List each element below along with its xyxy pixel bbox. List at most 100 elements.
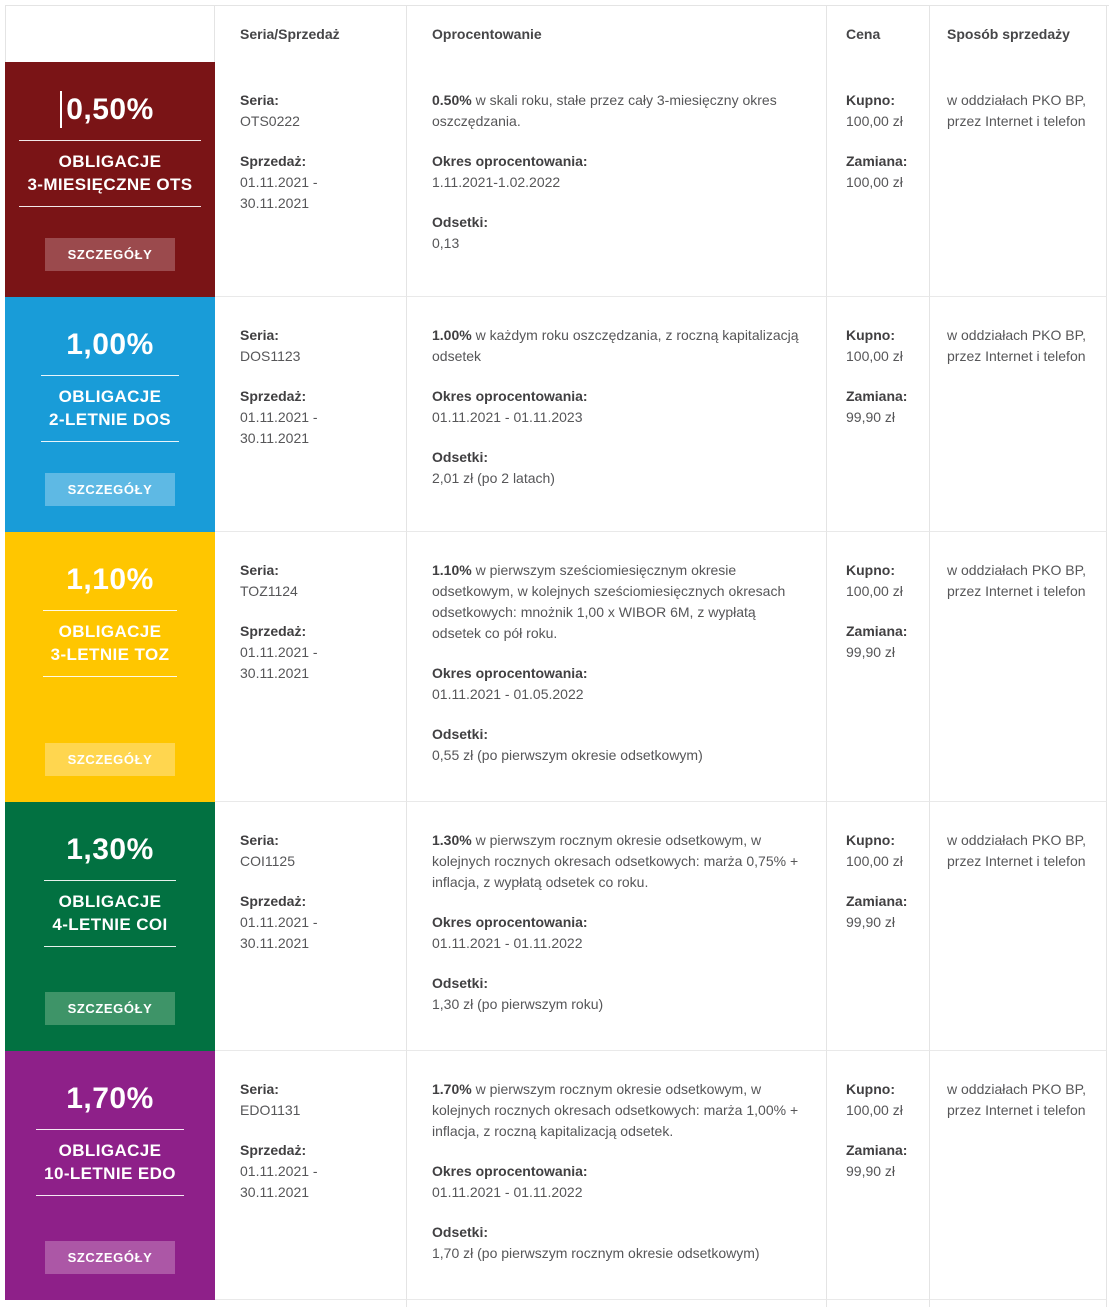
seria-value: EDO1131 [240, 1102, 301, 1118]
bond-title-line2: 3-MIESIĘCZNE OTS [27, 175, 193, 194]
bond-rate-label: 1,10% [66, 563, 154, 597]
partial-cell [215, 1300, 407, 1307]
sprzedaz-value: 01.11.2021 - 30.11.2021 [240, 409, 318, 446]
kupno-label: Kupno: [846, 562, 895, 578]
oprocentowanie-cell: 0.50% w skali roku, stałe przez cały 3-m… [407, 62, 827, 297]
details-button[interactable]: SZCZEGÓŁY [45, 238, 175, 271]
bond-row: 0,50% OBLIGACJE 3-MIESIĘCZNE OTS SZCZEGÓ… [5, 62, 1109, 297]
bond-title-line2: 2-LETNIE DOS [49, 410, 171, 429]
bond-title: OBLIGACJE 3-MIESIĘCZNE OTS [19, 140, 201, 207]
okres-oprocentowania-value: 01.11.2021 - 01.11.2023 [432, 409, 583, 425]
interest-description: w pierwszym sześciomiesięcznym okresie o… [432, 562, 786, 641]
cena-cell: Kupno: 100,00 zł Zamiana: 99,90 zł [827, 297, 930, 532]
zamiana-label: Zamiana: [846, 388, 908, 404]
details-button[interactable]: SZCZEGÓŁY [45, 743, 175, 776]
odsetki-label: Odsetki: [432, 449, 489, 465]
table-body: 0,50% OBLIGACJE 3-MIESIĘCZNE OTS SZCZEGÓ… [5, 62, 1109, 1300]
sprzedaz-value: 01.11.2021 - 30.11.2021 [240, 914, 318, 951]
bond-rate-label: 1,30% [66, 833, 154, 867]
column-header-sposob-sprzedazy: Sposób sprzedaży [930, 6, 1107, 62]
interest-rate-value: 0.50% [432, 92, 472, 108]
okres-oprocentowania-value: 1.11.2021-1.02.2022 [432, 174, 561, 190]
sposob-sprzedazy-cell: w oddziałach PKO BP, przez Internet i te… [930, 802, 1107, 1051]
bond-row: 1,70% OBLIGACJE 10-LETNIE EDO SZCZEGÓŁY … [5, 1051, 1109, 1300]
interest-description: w skali roku, stałe przez cały 3-miesięc… [432, 92, 777, 129]
bond-title-line1: OBLIGACJE [58, 1141, 162, 1160]
seria-label: Seria: [240, 832, 279, 848]
details-button[interactable]: SZCZEGÓŁY [45, 992, 175, 1025]
bonds-table: Seria/Sprzedaż Oprocentowanie Cena Sposó… [5, 5, 1109, 1307]
details-button[interactable]: SZCZEGÓŁY [45, 1241, 175, 1274]
okres-oprocentowania-label: Okres oprocentowania: [432, 153, 588, 169]
kupno-value: 100,00 zł [846, 348, 903, 364]
bond-rate-text: 0,50% [66, 93, 154, 126]
column-header-cena: Cena [827, 6, 930, 62]
seria-value: OTS0222 [240, 113, 300, 129]
odsetki-value: 0,13 [432, 235, 460, 251]
okres-oprocentowania-label: Okres oprocentowania: [432, 914, 588, 930]
sposob-sprzedazy-cell: w oddziałach PKO BP, przez Internet i te… [930, 297, 1107, 532]
sprzedaz-value: 01.11.2021 - 30.11.2021 [240, 1163, 318, 1200]
table-header-row: Seria/Sprzedaż Oprocentowanie Cena Sposó… [5, 5, 1109, 62]
sprzedaz-label: Sprzedaż: [240, 1142, 307, 1158]
odsetki-label: Odsetki: [432, 1224, 489, 1240]
bond-rate-label: 1,00% [66, 328, 154, 362]
bond-card: 1,70% OBLIGACJE 10-LETNIE EDO SZCZEGÓŁY [5, 1051, 215, 1300]
odsetki-value: 1,30 zł (po pierwszym roku) [432, 996, 604, 1012]
column-header-oprocentowanie: Oprocentowanie [407, 6, 827, 62]
cena-cell: Kupno: 100,00 zł Zamiana: 99,90 zł [827, 532, 930, 802]
sprzedaz-label: Sprzedaż: [240, 623, 307, 639]
bond-title: OBLIGACJE 10-LETNIE EDO [36, 1129, 184, 1196]
bond-title: OBLIGACJE 2-LETNIE DOS [41, 375, 179, 442]
partial-next-row [5, 1300, 1109, 1307]
zamiana-value: 100,00 zł [846, 174, 903, 190]
details-button[interactable]: SZCZEGÓŁY [45, 473, 175, 506]
seria-value: COI1125 [240, 853, 295, 869]
kupno-value: 100,00 zł [846, 113, 903, 129]
sposob-sprzedazy-text: w oddziałach PKO BP, przez Internet i te… [947, 1081, 1087, 1118]
odsetki-value: 0,55 zł (po pierwszym okresie odsetkowym… [432, 747, 703, 763]
column-header-empty [5, 6, 215, 62]
interest-rate-value: 1.70% [432, 1081, 472, 1097]
bond-title-line1: OBLIGACJE [58, 152, 162, 171]
cena-cell: Kupno: 100,00 zł Zamiana: 100,00 zł [827, 62, 930, 297]
sposob-sprzedazy-cell: w oddziałach PKO BP, przez Internet i te… [930, 532, 1107, 802]
cena-cell: Kupno: 100,00 zł Zamiana: 99,90 zł [827, 1051, 930, 1300]
odsetki-label: Odsetki: [432, 726, 489, 742]
zamiana-label: Zamiana: [846, 623, 908, 639]
interest-description: w pierwszym rocznym okresie odsetkowym, … [432, 1081, 799, 1139]
sposob-sprzedazy-text: w oddziałach PKO BP, przez Internet i te… [947, 562, 1087, 599]
seria-sprzedaz-cell: Seria: COI1125 Sprzedaż: 01.11.2021 - 30… [215, 802, 407, 1051]
bond-title: OBLIGACJE 3-LETNIE TOZ [42, 610, 178, 677]
bond-rate-text: 1,70% [66, 1082, 154, 1115]
bond-title-line1: OBLIGACJE [58, 622, 162, 641]
odsetki-value: 2,01 zł (po 2 latach) [432, 470, 555, 486]
bond-title: OBLIGACJE 4-LETNIE COI [44, 880, 176, 947]
seria-label: Seria: [240, 327, 279, 343]
zamiana-value: 99,90 zł [846, 914, 896, 930]
zamiana-label: Zamiana: [846, 893, 908, 909]
okres-oprocentowania-label: Okres oprocentowania: [432, 388, 588, 404]
bond-rate-text: 1,00% [66, 328, 154, 361]
seria-label: Seria: [240, 562, 279, 578]
sprzedaz-label: Sprzedaż: [240, 153, 307, 169]
seria-value: TOZ1124 [240, 583, 298, 599]
bond-row: 1,00% OBLIGACJE 2-LETNIE DOS SZCZEGÓŁY S… [5, 297, 1109, 532]
sprzedaz-value: 01.11.2021 - 30.11.2021 [240, 644, 318, 681]
bond-card: 1,00% OBLIGACJE 2-LETNIE DOS SZCZEGÓŁY [5, 297, 215, 532]
interest-rate-value: 1.30% [432, 832, 472, 848]
seria-sprzedaz-cell: Seria: DOS1123 Sprzedaż: 01.11.2021 - 30… [215, 297, 407, 532]
partial-cell [407, 1300, 827, 1307]
bond-card: 1,10% OBLIGACJE 3-LETNIE TOZ SZCZEGÓŁY [5, 532, 215, 802]
kupno-label: Kupno: [846, 327, 895, 343]
zamiana-value: 99,90 zł [846, 409, 896, 425]
zamiana-value: 99,90 zł [846, 644, 896, 660]
interest-description: w pierwszym rocznym okresie odsetkowym, … [432, 832, 799, 890]
bond-title-line1: OBLIGACJE [58, 387, 162, 406]
kupno-label: Kupno: [846, 1081, 895, 1097]
zamiana-value: 99,90 zł [846, 1163, 896, 1179]
sprzedaz-label: Sprzedaż: [240, 893, 307, 909]
sposob-sprzedazy-text: w oddziałach PKO BP, przez Internet i te… [947, 92, 1087, 129]
sposob-sprzedazy-cell: w oddziałach PKO BP, przez Internet i te… [930, 1051, 1107, 1300]
